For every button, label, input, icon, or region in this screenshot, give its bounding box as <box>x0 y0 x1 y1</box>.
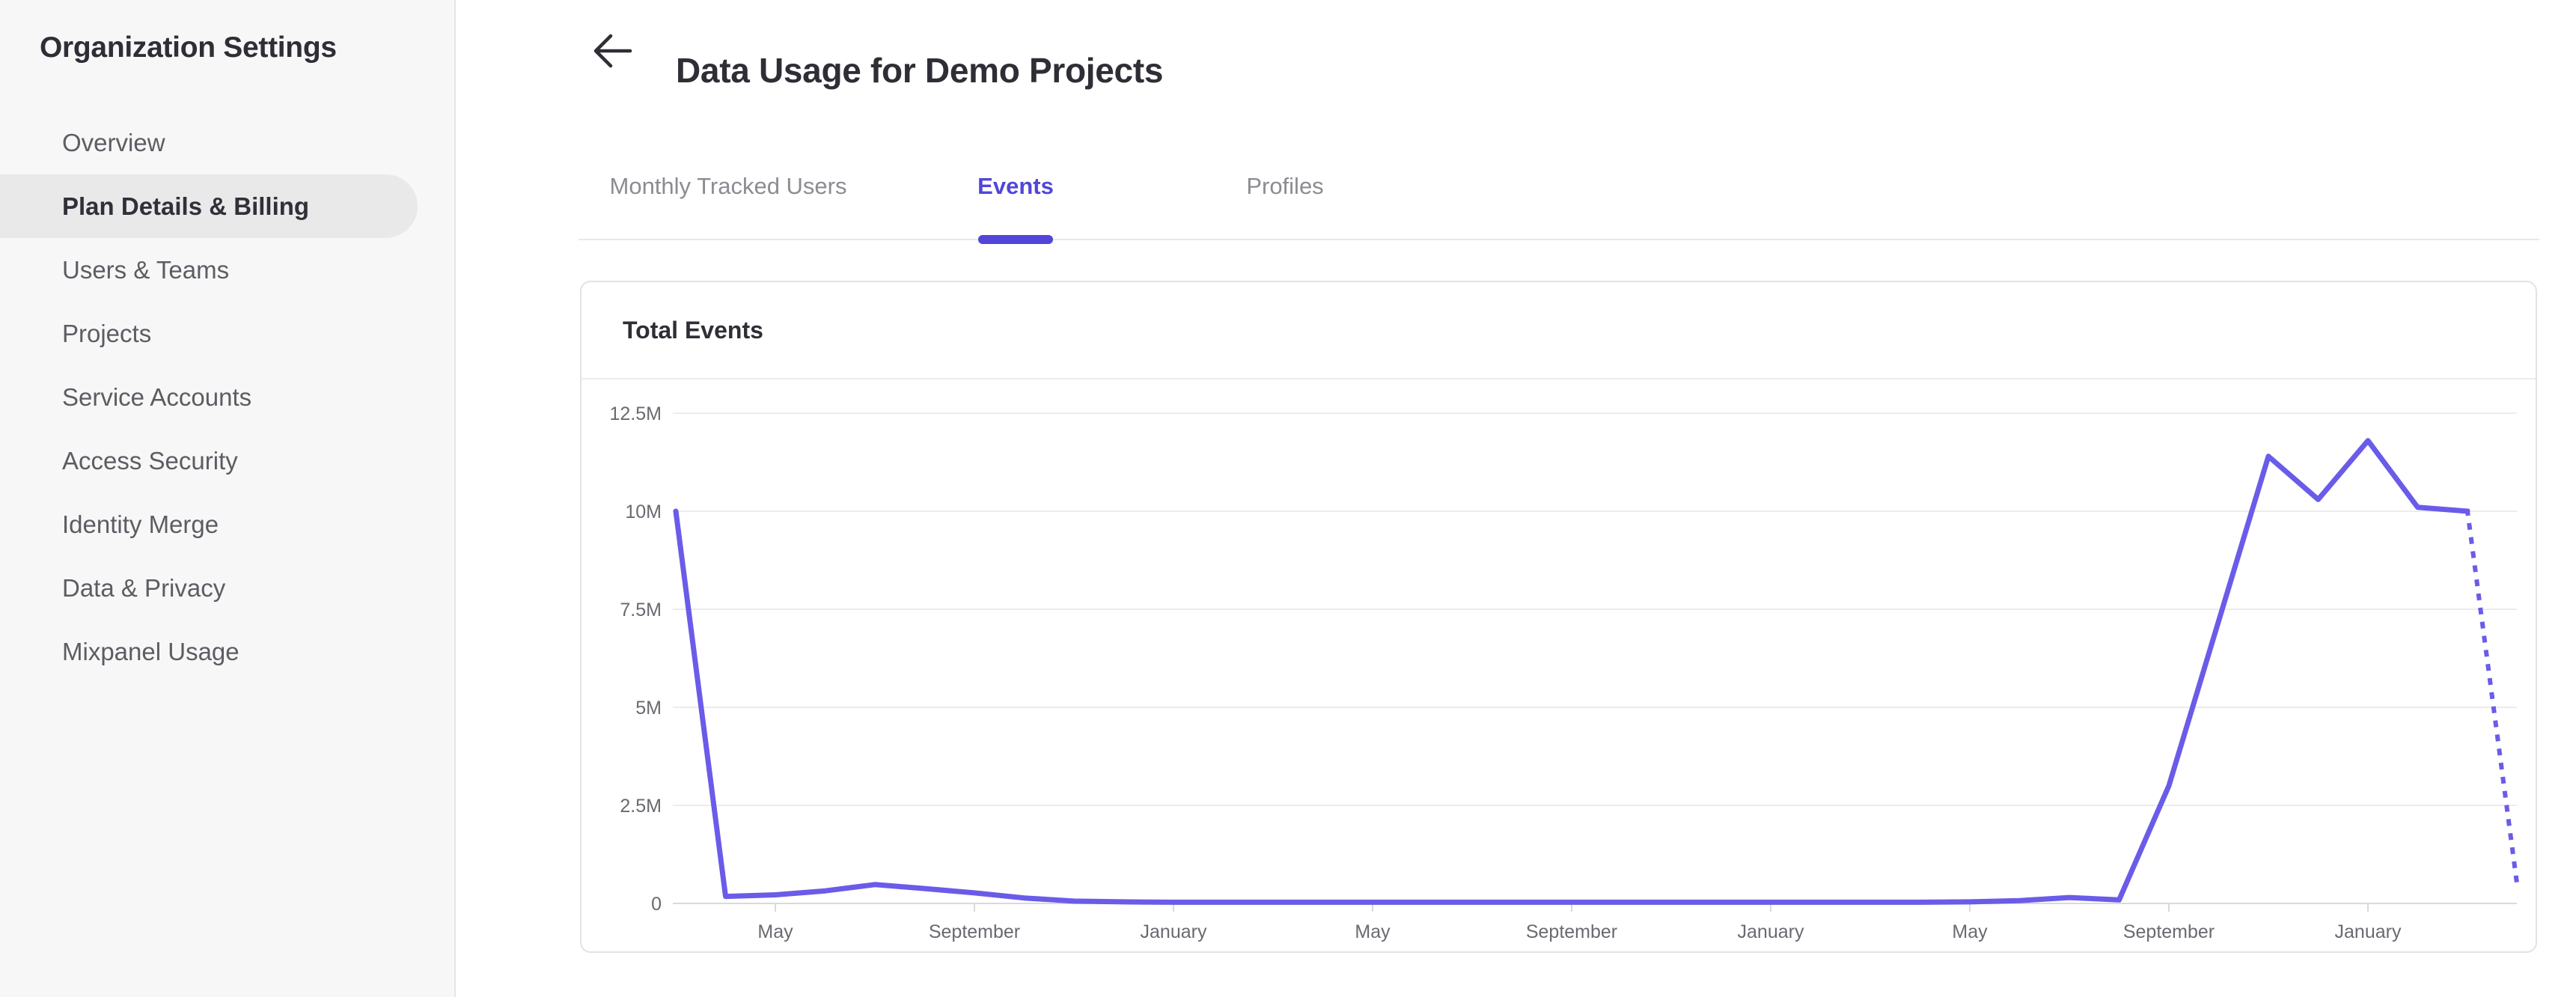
sidebar: Organization Settings Overview Plan Detai… <box>0 0 456 997</box>
x-axis-label: September <box>2123 921 2215 942</box>
x-axis-label: January <box>2335 921 2402 942</box>
sidebar-nav: Overview Plan Details & Billing Users & Te… <box>0 111 454 683</box>
y-axis-label: 5M <box>635 698 662 719</box>
y-axis-label: 10M <box>625 501 662 522</box>
tab-monthly-tracked-users[interactable]: Monthly Tracked Users <box>609 173 847 199</box>
x-axis-label: September <box>1526 921 1617 942</box>
sidebar-item-mixpanel-usage[interactable]: Mixpanel Usage <box>62 637 239 665</box>
sidebar-item-users-teams[interactable]: Users & Teams <box>62 255 230 284</box>
events-line-projected[interactable] <box>2464 508 2520 888</box>
active-tab-underline <box>978 235 1053 244</box>
events-line[interactable] <box>673 438 2470 905</box>
tab-bar: Monthly Tracked Users Events Profiles <box>579 153 2539 244</box>
x-axis-label: May <box>1355 921 1391 942</box>
tab-profiles[interactable]: Profiles <box>1246 173 1324 199</box>
tab-events[interactable]: Events <box>977 173 1054 199</box>
y-axis-label: 0 <box>651 894 662 915</box>
y-axis-label: 2.5M <box>620 796 662 817</box>
card-title: Total Events <box>623 316 763 344</box>
x-axis-label: May <box>757 921 793 942</box>
x-axis-label: September <box>929 921 1020 942</box>
total-events-chart[interactable]: 0 2.5M 5M 7.5M 10M 12.5M May September January Ma… <box>582 381 2536 953</box>
back-button[interactable] <box>588 30 636 72</box>
back-arrow-icon <box>593 34 632 68</box>
sidebar-item-identity-merge[interactable]: Identity Merge <box>62 510 219 538</box>
events-usage-card: Total Events <box>580 281 2537 953</box>
sidebar-item-service-accounts[interactable]: Service Accounts <box>62 382 252 411</box>
sidebar-item-plan-details-billing[interactable]: Plan Details & Billing <box>0 174 418 238</box>
y-axis-label: 7.5M <box>620 600 662 621</box>
y-axis-label: 12.5M <box>610 403 662 424</box>
card-header: Total Events <box>582 282 2536 379</box>
page-title: Data Usage for Demo Projects <box>676 50 1164 90</box>
sidebar-item-data-privacy[interactable]: Data & Privacy <box>62 573 226 602</box>
sidebar-item-projects[interactable]: Projects <box>62 319 152 347</box>
x-axis-label: January <box>1738 921 1804 942</box>
sidebar-item-access-security[interactable]: Access Security <box>62 446 238 475</box>
sidebar-item-overview[interactable]: Overview <box>62 128 165 156</box>
x-axis-label: May <box>1952 921 1988 942</box>
x-axis-label: January <box>1141 921 1207 942</box>
sidebar-title: Organization Settings <box>40 31 337 64</box>
